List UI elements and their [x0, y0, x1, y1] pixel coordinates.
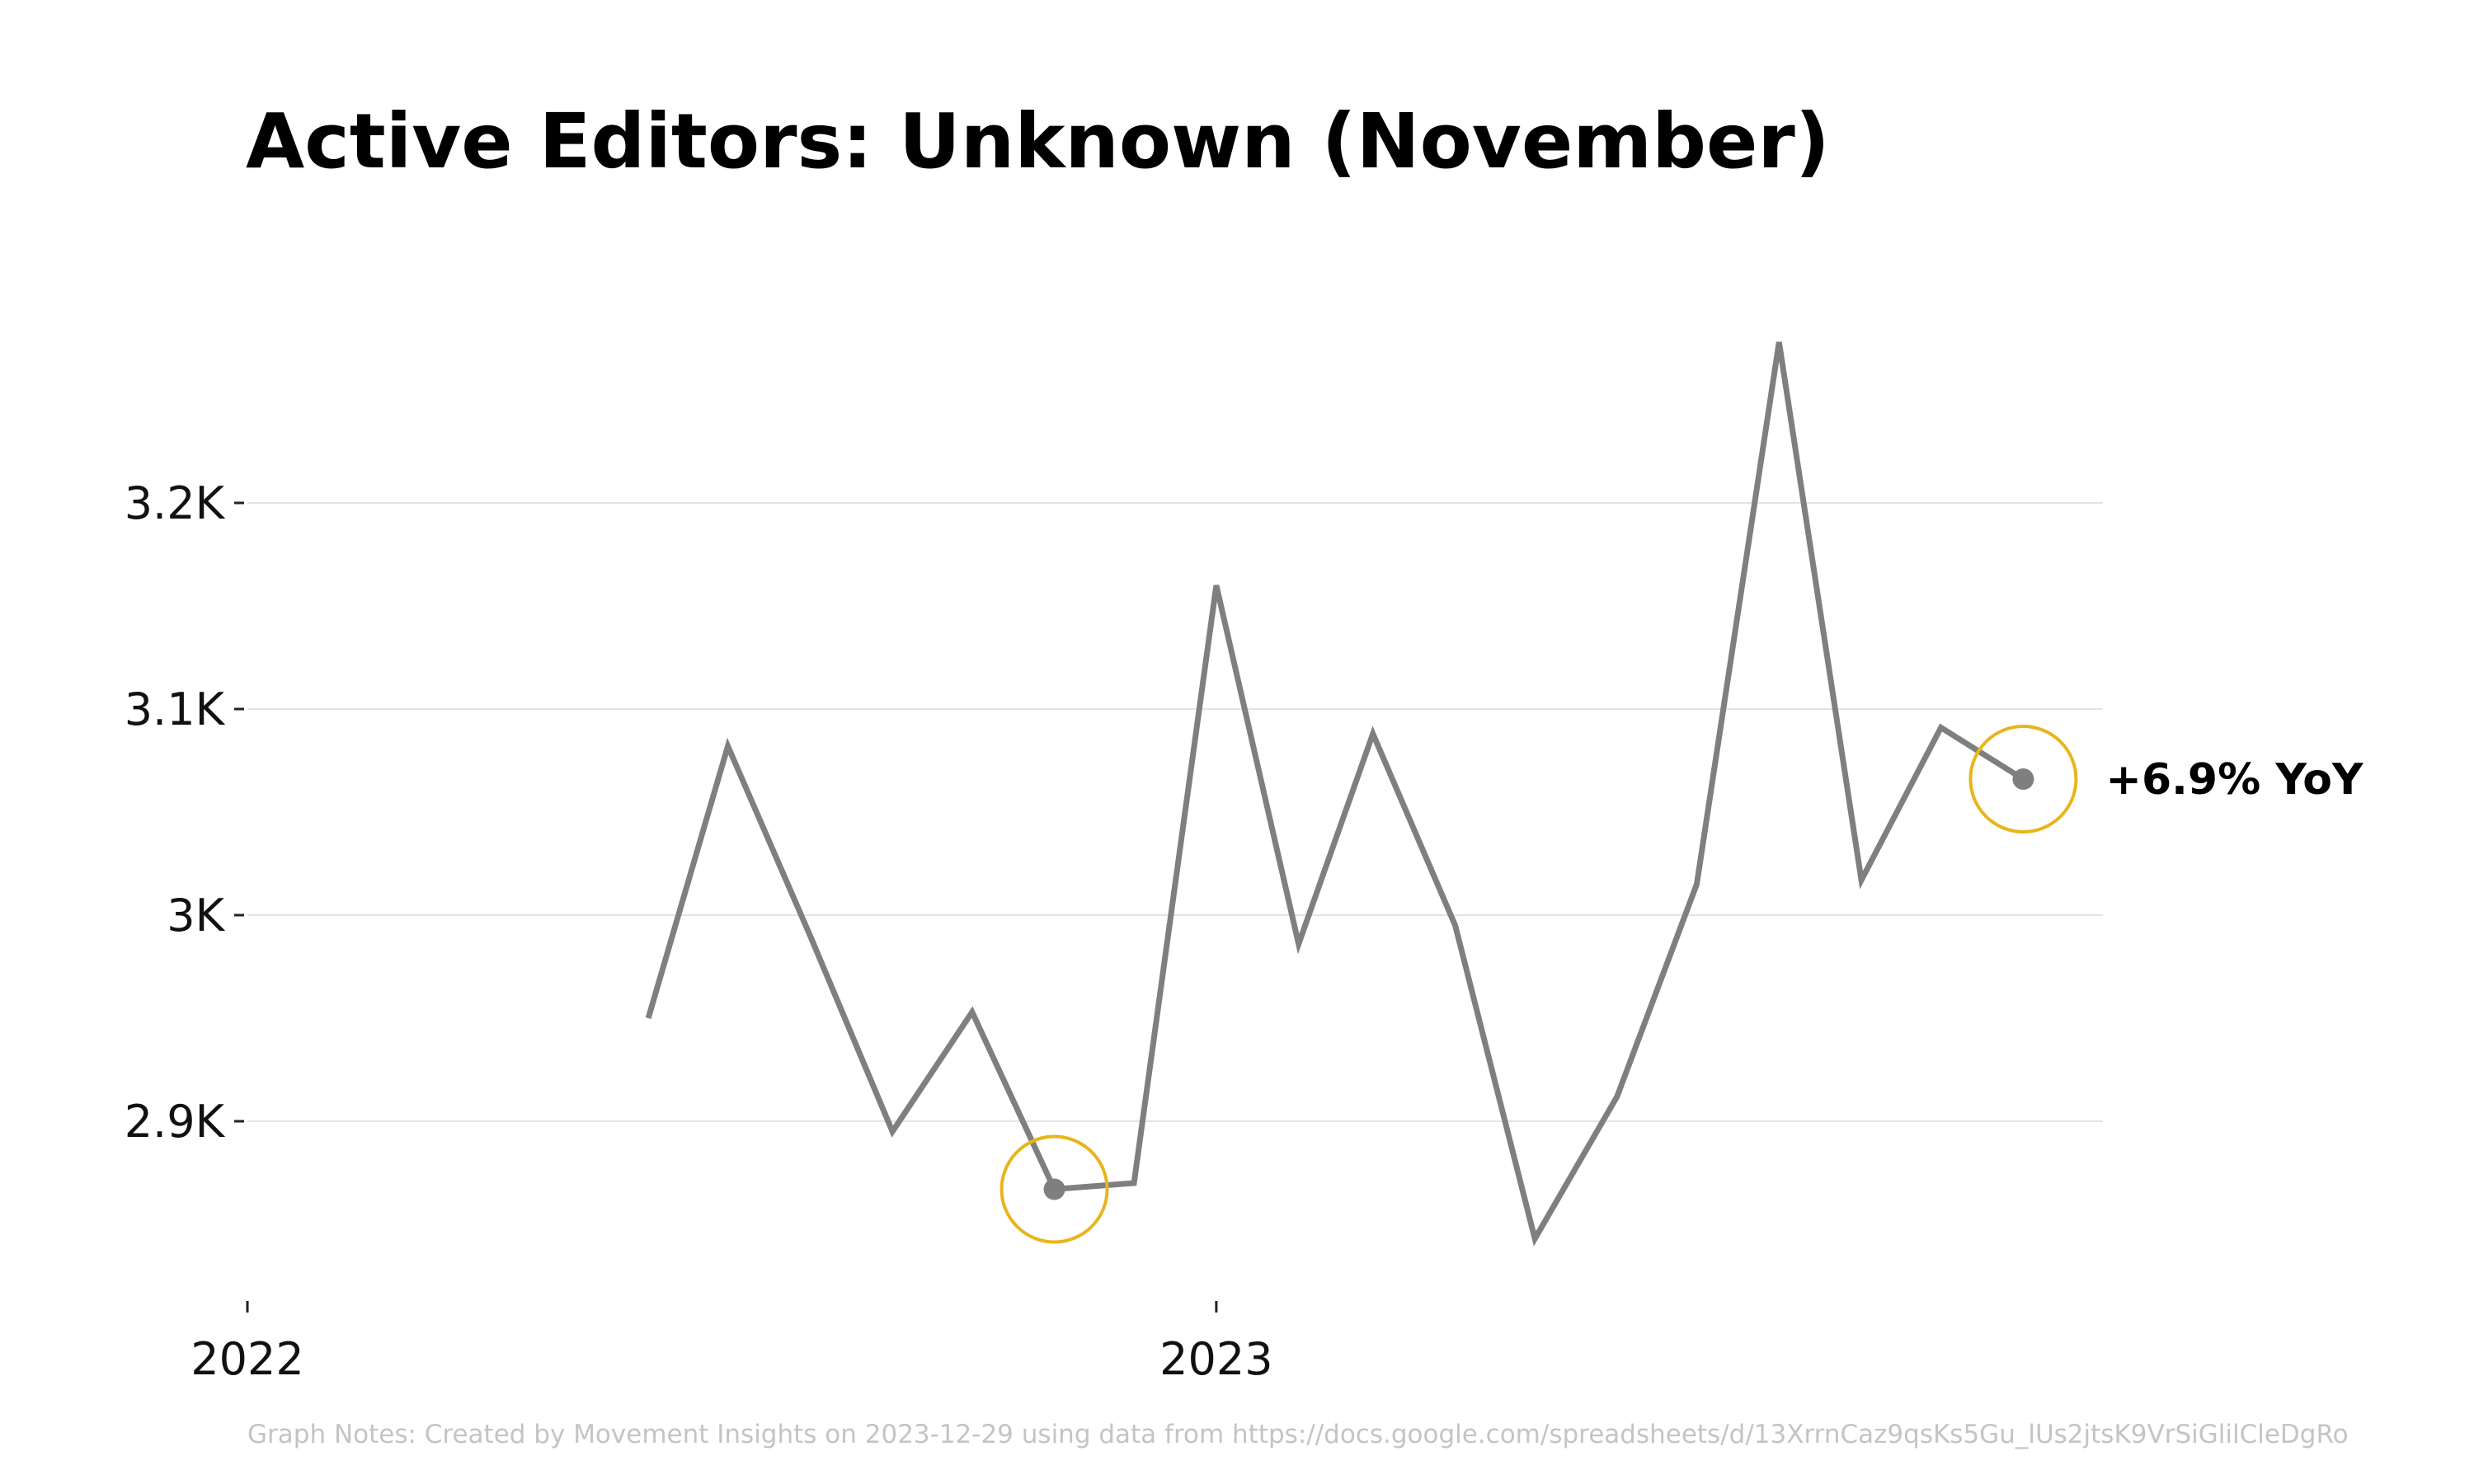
y-tick-label: 3.2K — [125, 477, 226, 529]
series-line — [645, 341, 2025, 1247]
y-tick-label: 3K — [167, 890, 225, 942]
graph-notes: Graph Notes: Created by Movement Insight… — [247, 1420, 2349, 1449]
highlight-point — [2012, 768, 2034, 790]
y-axis: 2.9K 3K 3.1K 3.2K — [125, 477, 244, 1148]
gridlines — [247, 502, 2103, 1122]
highlight-ring — [999, 1134, 1109, 1244]
yoy-annotation: +6.9% YoY — [2105, 755, 2363, 805]
y-tick-label: 3.1K — [125, 683, 226, 735]
x-tick-label: 2023 — [1159, 1333, 1272, 1385]
y-tick-label: 2.9K — [125, 1096, 226, 1148]
x-axis: 2022 2023 — [190, 1301, 1273, 1385]
chart-title: Active Editors: Unknown (November) — [246, 97, 1830, 186]
x-tick-label: 2022 — [190, 1333, 303, 1385]
highlight-layer: +6.9% YoY — [999, 725, 2364, 1244]
highlight-ring — [1968, 725, 2078, 834]
series-layer — [645, 341, 2025, 1247]
highlight-point — [1043, 1178, 1065, 1200]
